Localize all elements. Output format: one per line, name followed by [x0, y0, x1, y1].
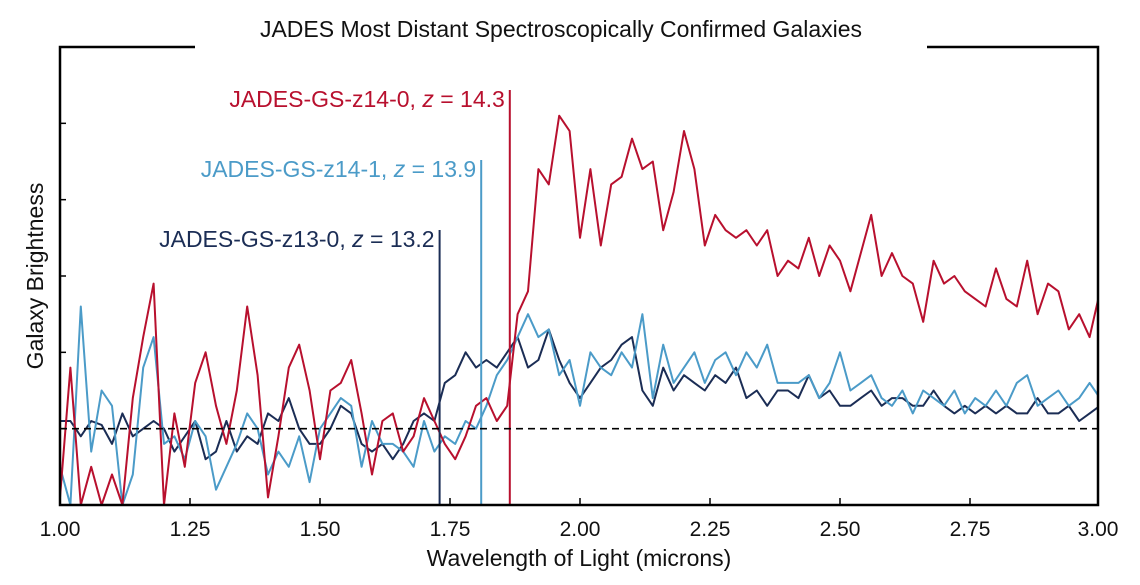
plot-frame — [58, 45, 1100, 507]
galaxy-name: JADES-GS-z13-0, — [159, 226, 352, 252]
x-tick-label: 2.25 — [690, 518, 731, 541]
redshift-value: = 13.9 — [405, 156, 476, 182]
x-tick-label: 2.00 — [560, 518, 601, 541]
series-label-2: JADES-GS-z13-0, z = 13.2 — [159, 226, 434, 252]
x-tick-label: 1.75 — [430, 518, 471, 541]
series-label-0: JADES-GS-z14-0, z = 14.3 — [229, 86, 504, 112]
x-tick-label: 1.00 — [40, 518, 81, 541]
x-tick-label: 1.50 — [300, 518, 341, 541]
x-tick-label: 1.25 — [170, 518, 211, 541]
redshift-value: = 13.2 — [364, 226, 435, 252]
redshift-symbol: z — [351, 226, 364, 252]
x-axis-label: Wavelength of Light (microns) — [427, 545, 732, 571]
galaxy-name: JADES-GS-z14-0, — [229, 86, 422, 112]
spectrum-line-2 — [60, 328, 1098, 461]
series-label-1: JADES-GS-z14-1, z = 13.9 — [201, 156, 476, 182]
spectrum-line-1 — [60, 305, 1098, 505]
redshift-value: = 14.3 — [434, 86, 505, 112]
x-tick-label: 2.50 — [820, 518, 861, 541]
chart-title: JADES Most Distant Spectroscopically Con… — [260, 16, 862, 42]
title-background — [195, 10, 927, 55]
y-axis-label: Galaxy Brightness — [22, 183, 48, 370]
spectrum-line-0 — [60, 114, 1098, 505]
galaxy-name: JADES-GS-z14-1, — [201, 156, 394, 182]
redshift-symbol: z — [421, 86, 434, 112]
x-tick-label: 3.00 — [1078, 518, 1119, 541]
x-tick-label: 2.75 — [950, 518, 991, 541]
redshift-symbol: z — [393, 156, 406, 182]
